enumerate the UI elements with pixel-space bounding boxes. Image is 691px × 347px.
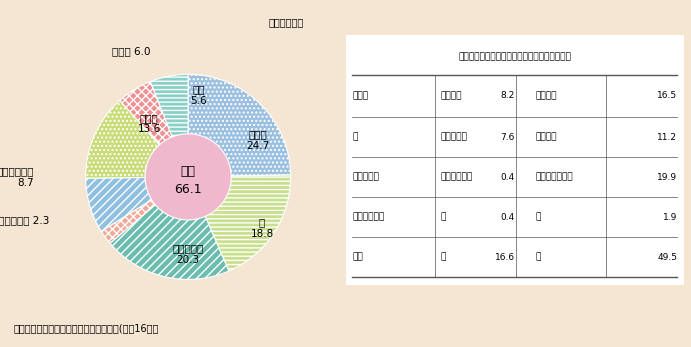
Text: （単位：％）: （単位：％） — [269, 17, 304, 27]
Text: 男: 男 — [440, 213, 446, 222]
Text: 女（妻）: 女（妻） — [535, 91, 557, 100]
Text: 不詳
5.6: 不詳 5.6 — [190, 84, 207, 106]
Wedge shape — [86, 177, 188, 231]
Text: 男（夫）: 男（夫） — [440, 91, 462, 100]
Text: 1.9: 1.9 — [663, 213, 677, 222]
Text: 子: 子 — [352, 133, 358, 142]
Text: 16.6: 16.6 — [495, 253, 515, 262]
Text: 配偶者: 配偶者 — [352, 91, 368, 100]
Text: 男（娘の夫）: 男（娘の夫） — [440, 172, 473, 181]
Text: 男（息子）: 男（息子） — [440, 133, 467, 142]
Wedge shape — [101, 177, 188, 243]
FancyBboxPatch shape — [342, 32, 688, 287]
Text: 男: 男 — [440, 253, 446, 262]
Text: 女: 女 — [535, 253, 540, 262]
Text: 合計: 合計 — [352, 253, 363, 262]
Wedge shape — [151, 74, 188, 177]
Circle shape — [145, 134, 231, 220]
Text: その他 6.0: その他 6.0 — [113, 46, 151, 56]
Wedge shape — [188, 175, 291, 271]
Text: 子
18.8: 子 18.8 — [250, 217, 274, 239]
Text: 19.9: 19.9 — [657, 172, 677, 181]
Text: 66.1: 66.1 — [174, 183, 202, 196]
Text: 子の配偶者: 子の配偶者 — [352, 172, 379, 181]
Text: 11.2: 11.2 — [657, 133, 677, 142]
Text: その他の親族 2.3: その他の親族 2.3 — [0, 215, 50, 225]
Text: 子の配偶者
20.3: 子の配偶者 20.3 — [173, 243, 204, 265]
Text: 16.5: 16.5 — [657, 91, 677, 100]
Text: 資料：厚生労働省「国民生活基礎調査」(平成16年）: 資料：厚生労働省「国民生活基礎調査」(平成16年） — [14, 323, 159, 333]
Text: 8.2: 8.2 — [500, 91, 515, 100]
Wedge shape — [188, 74, 291, 177]
Text: 女: 女 — [535, 213, 540, 222]
Text: 別居の家族等
8.7: 別居の家族等 8.7 — [0, 166, 35, 188]
Text: 同居の家族等介護者の男女別内訳（単位：％）: 同居の家族等介護者の男女別内訳（単位：％） — [458, 52, 571, 61]
Wedge shape — [110, 177, 229, 279]
Text: 事業者
13.6: 事業者 13.6 — [138, 113, 161, 134]
Text: 49.5: 49.5 — [657, 253, 677, 262]
Text: 7.6: 7.6 — [500, 133, 515, 142]
Text: その他の親族: その他の親族 — [352, 213, 384, 222]
Wedge shape — [86, 100, 188, 178]
Text: 女（娘）: 女（娘） — [535, 133, 557, 142]
Text: 0.4: 0.4 — [500, 172, 515, 181]
Text: 0.4: 0.4 — [500, 213, 515, 222]
Wedge shape — [120, 82, 188, 177]
Text: 女（息子の妻）: 女（息子の妻） — [535, 172, 573, 181]
Text: 配偶者
24.7: 配偶者 24.7 — [246, 129, 269, 151]
Text: 同居: 同居 — [180, 165, 196, 178]
